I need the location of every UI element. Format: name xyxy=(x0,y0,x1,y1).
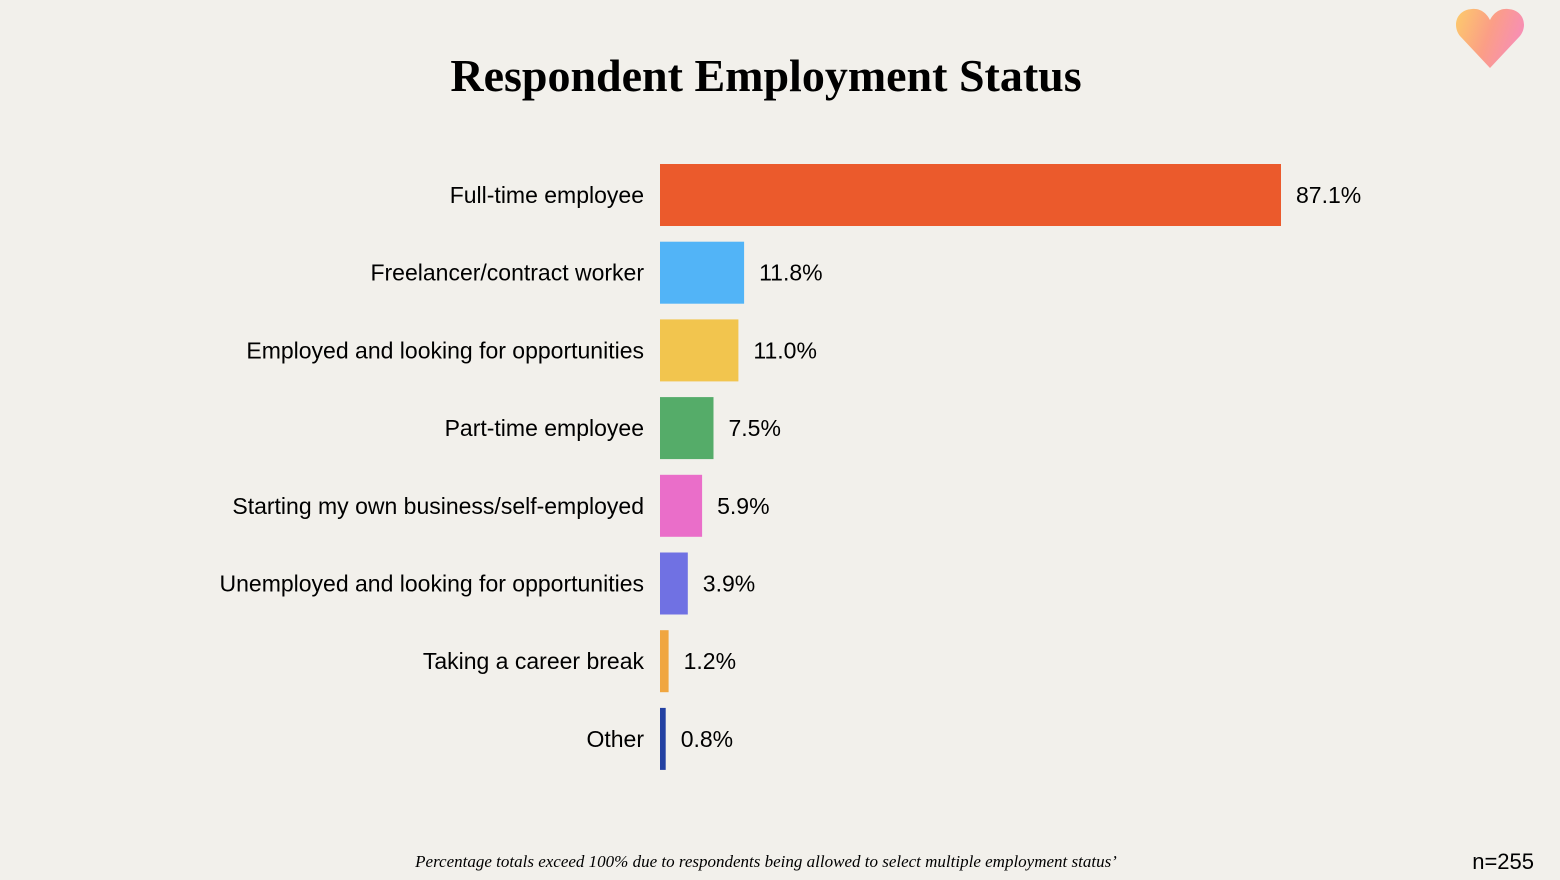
bar-employed-and-looking-for-opportunities xyxy=(660,319,739,382)
category-label-unemployed-and-looking-for-opportunities: Unemployed and looking for opportunities xyxy=(220,571,645,597)
value-label-employed-and-looking-for-opportunities: 11.0% xyxy=(753,337,817,363)
value-label-freelancer-contract-worker: 11.8% xyxy=(759,260,823,286)
value-label-starting-my-own-business-self-employed: 5.9% xyxy=(717,493,769,519)
category-label-employed-and-looking-for-opportunities: Employed and looking for opportunities xyxy=(246,337,644,363)
value-label-full-time-employee: 87.1% xyxy=(1296,182,1361,208)
category-label-taking-a-career-break: Taking a career break xyxy=(423,648,645,674)
bar-starting-my-own-business-self-employed xyxy=(660,474,703,537)
bar-taking-a-career-break xyxy=(660,630,669,693)
bar-chart: Full-time employee 87.1% Freelancer/contra… xyxy=(220,164,1361,770)
bar-full-time-employee xyxy=(660,164,1281,226)
category-label-other: Other xyxy=(586,726,644,752)
value-label-taking-a-career-break: 1.2% xyxy=(684,648,736,674)
value-label-other: 0.8% xyxy=(681,726,733,752)
bars-layer: Full-time employee 87.1% Freelancer/contra… xyxy=(220,164,1361,770)
category-label-full-time-employee: Full-time employee xyxy=(450,182,644,208)
bar-unemployed-and-looking-for-opportunities xyxy=(660,552,688,615)
bar-part-time-employee xyxy=(660,397,714,460)
category-label-starting-my-own-business-self-employed: Starting my own business/self-employed xyxy=(232,493,644,519)
category-label-freelancer-contract-worker: Freelancer/contract worker xyxy=(370,260,644,286)
category-label-part-time-employee: Part-time employee xyxy=(445,415,644,441)
heart-logo-icon xyxy=(1456,8,1524,68)
value-label-part-time-employee: 7.5% xyxy=(729,415,781,441)
bar-other xyxy=(660,707,666,770)
sample-size-label: n=255 xyxy=(1472,849,1534,874)
chart-footnote: Percentage totals exceed 100% due to res… xyxy=(415,852,1117,871)
value-label-unemployed-and-looking-for-opportunities: 3.9% xyxy=(703,571,755,597)
chart-title: Respondent Employment Status xyxy=(450,50,1082,101)
bar-freelancer-contract-worker xyxy=(660,241,745,304)
